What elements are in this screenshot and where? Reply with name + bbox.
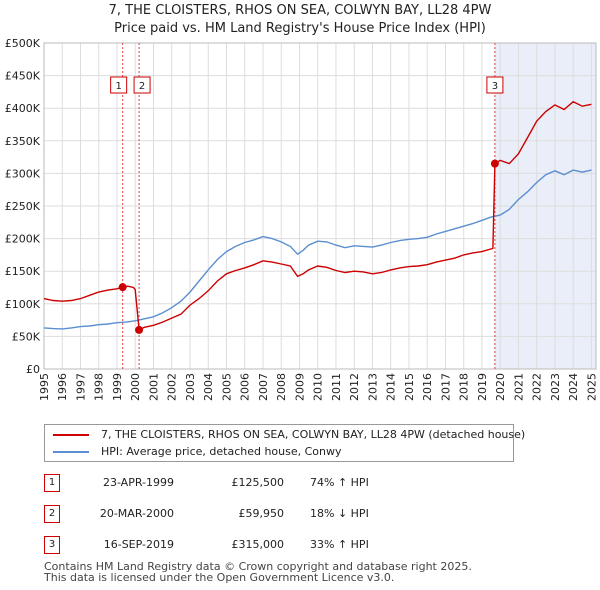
- x-tick-label: 2022: [531, 373, 544, 401]
- transaction-badge: 1: [44, 474, 60, 492]
- event-marker-box: [486, 76, 504, 94]
- x-tick-label: 2005: [220, 373, 233, 401]
- x-tick-label: 2016: [421, 373, 434, 401]
- x-tick-label: 2010: [312, 373, 325, 401]
- event-marker-label: 2: [139, 81, 145, 92]
- x-tick-label: 2009: [293, 373, 306, 401]
- x-tick-label: 2020: [494, 373, 507, 401]
- x-tick-label: 2012: [348, 373, 361, 401]
- x-tick-label: 1995: [38, 373, 51, 401]
- transaction-price: £125,500: [231, 476, 285, 489]
- transaction-date: 23-APR-1999: [102, 476, 174, 489]
- transaction-row: 3 16-SEP-2019 £315,000 33% ↑ HPI: [44, 536, 564, 556]
- legend-item-hpi: HPI: Average price, detached house, Conw…: [53, 444, 342, 460]
- title-line-1: 7, THE CLOISTERS, RHOS ON SEA, COLWYN BA…: [108, 3, 492, 18]
- y-tick-label: £50K: [12, 330, 41, 343]
- y-tick-label: £250K: [5, 200, 41, 213]
- event-marker-box: [110, 76, 128, 94]
- transaction-hpi: 74% ↑ HPI: [310, 476, 369, 489]
- event-marker-label: 1: [115, 81, 121, 92]
- legend-swatch-blue: [53, 451, 89, 453]
- footer: Contains HM Land Registry data © Crown c…: [44, 561, 472, 583]
- footer-licence: This data is licensed under the Open Gov…: [44, 571, 395, 584]
- x-tick-label: 1997: [74, 373, 87, 401]
- x-tick-label: 2013: [366, 373, 379, 401]
- sale-point: [118, 283, 127, 292]
- x-tick-label: 2011: [330, 373, 343, 401]
- footer-copyright: Contains HM Land Registry data © Crown c…: [44, 560, 472, 573]
- y-tick-label: £450K: [5, 70, 41, 83]
- y-tick-label: £200K: [5, 233, 41, 246]
- x-tick-label: 1996: [56, 373, 69, 401]
- title-line-2: Price paid vs. HM Land Registry's House …: [114, 21, 486, 36]
- x-tick-label: 2015: [403, 373, 416, 401]
- y-tick-label: £150K: [5, 265, 41, 278]
- y-tick-label: £100K: [5, 298, 41, 311]
- sale-point: [490, 159, 499, 168]
- x-tick-label: 2018: [458, 373, 471, 401]
- transaction-hpi: 18% ↓ HPI: [310, 507, 369, 520]
- legend-label-hpi: HPI: Average price, detached house, Conw…: [101, 445, 342, 458]
- legend-swatch-red: [53, 434, 89, 436]
- y-tick-label: £0: [26, 363, 40, 376]
- x-tick-label: 2025: [585, 373, 598, 401]
- x-tick-label: 2019: [476, 373, 489, 401]
- y-tick-label: £400K: [5, 102, 41, 115]
- x-tick-label: 2004: [202, 373, 215, 401]
- x-tick-label: 2002: [166, 373, 179, 401]
- x-tick-label: 2000: [129, 373, 142, 401]
- transaction-date: 16-SEP-2019: [103, 538, 174, 551]
- price-chart: £0 £50K £100K £150K £200K £250K £300K £350K £400…: [5, 37, 599, 401]
- x-tick-label: 2017: [439, 373, 452, 401]
- x-tick-label: 2007: [257, 373, 270, 401]
- event-marker-label: 3: [492, 81, 498, 92]
- transaction-hpi: 33% ↑ HPI: [310, 538, 369, 551]
- hpi-line: [43, 169, 592, 330]
- transaction-badge: 2: [44, 505, 60, 523]
- x-tick-label: 2001: [147, 373, 160, 401]
- x-tick-label: 2008: [275, 373, 288, 401]
- legend-item-property: 7, THE CLOISTERS, RHOS ON SEA, COLWYN BA…: [53, 427, 525, 443]
- y-tick-label: £500K: [5, 37, 41, 50]
- legend: 7, THE CLOISTERS, RHOS ON SEA, COLWYN BA…: [44, 424, 525, 462]
- x-tick-label: 2006: [239, 373, 252, 401]
- x-tick-label: 2021: [512, 373, 525, 401]
- sale-point: [135, 325, 144, 334]
- y-tick-label: £350K: [5, 135, 41, 148]
- x-tick-label: 2003: [184, 373, 197, 401]
- transaction-badge: 3: [44, 536, 60, 554]
- x-tick-label: 1999: [111, 373, 124, 401]
- x-tick-label: 2024: [567, 373, 580, 401]
- transaction-price: £59,950: [238, 507, 285, 520]
- x-tick-label: 2023: [549, 373, 562, 401]
- x-tick-label: 2014: [385, 373, 398, 401]
- legend-label-property: 7, THE CLOISTERS, RHOS ON SEA, COLWYN BA…: [101, 428, 526, 441]
- transaction-date: 20-MAR-2000: [99, 507, 174, 520]
- y-tick-label: £300K: [5, 167, 41, 180]
- x-tick-label: 1998: [93, 373, 106, 401]
- transaction-row: 1 23-APR-1999 £125,500 74% ↑ HPI: [44, 474, 564, 494]
- chart-title: 7, THE CLOISTERS, RHOS ON SEA, COLWYN BA…: [0, 2, 600, 38]
- event-marker-box: [133, 76, 151, 94]
- transaction-row: 2 20-MAR-2000 £59,950 18% ↓ HPI: [44, 505, 564, 525]
- transaction-price: £315,000: [231, 538, 285, 551]
- plot-border: [43, 42, 597, 370]
